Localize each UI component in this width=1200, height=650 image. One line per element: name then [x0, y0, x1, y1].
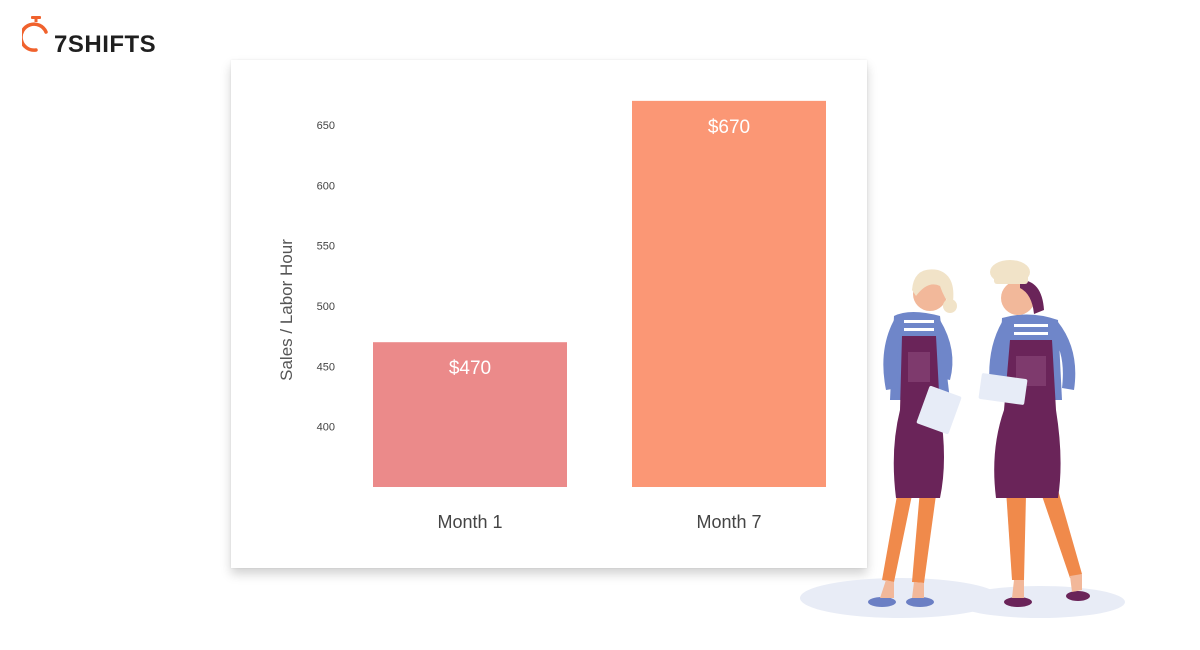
chart-card: 400 450 500 550 600 650 Sales / Labor Hour $4… — [231, 60, 867, 568]
brand-logo: 7SHIFTS — [22, 16, 172, 60]
bar-month-1 — [373, 342, 567, 487]
y-tick-label: 600 — [317, 180, 335, 192]
staff-illustration — [790, 250, 1150, 630]
y-tick-label: 550 — [317, 241, 335, 253]
right-staff-figure — [978, 260, 1090, 607]
logo-text: 7SHIFTS — [54, 31, 157, 58]
y-axis-ticks: 400 450 500 550 600 650 — [317, 120, 335, 434]
bar-value-label: $670 — [708, 117, 750, 138]
bar-value-label: $470 — [449, 358, 491, 379]
bars: $470 $670 — [373, 100, 826, 487]
x-tick-label: Month 7 — [696, 512, 761, 532]
y-tick-label: 650 — [317, 120, 335, 132]
two-restaurant-staff-with-tablet-illustration — [800, 260, 1125, 618]
stopwatch-icon — [22, 16, 48, 52]
bar-chart: 400 450 500 550 600 650 Sales / Labor Hour $4… — [277, 100, 826, 532]
y-tick-label: 450 — [317, 361, 335, 373]
bar-month-7 — [632, 100, 826, 487]
left-staff-figure — [868, 269, 962, 607]
x-tick-label: Month 1 — [437, 512, 502, 532]
y-axis-label: Sales / Labor Hour — [277, 239, 296, 381]
y-tick-label: 400 — [317, 422, 335, 434]
y-tick-label: 500 — [317, 301, 335, 313]
x-axis-ticks: Month 1 Month 7 — [437, 512, 761, 532]
